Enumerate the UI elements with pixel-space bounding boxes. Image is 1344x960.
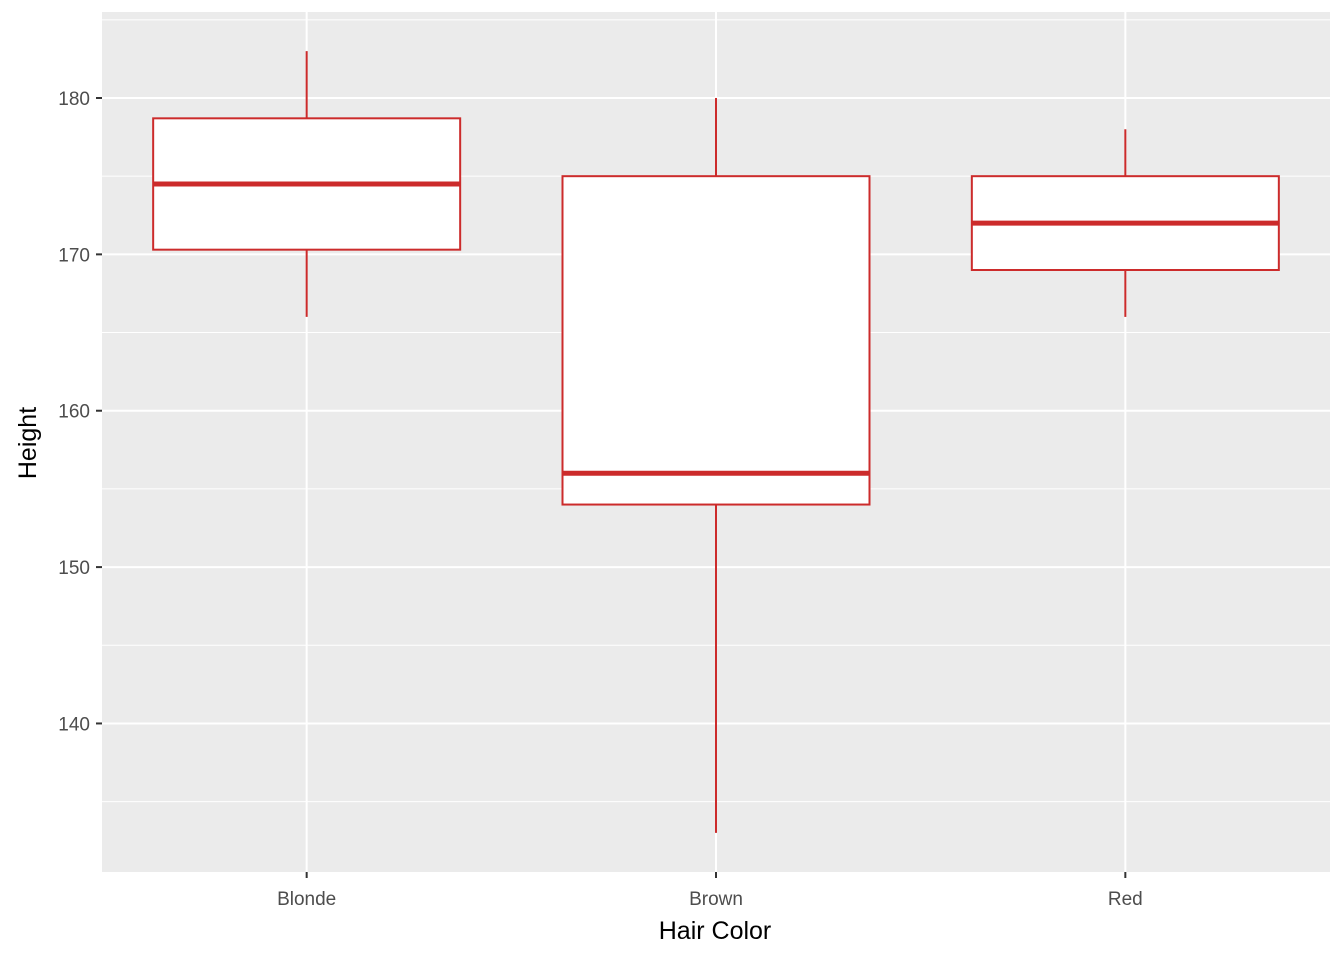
box-red	[970, 129, 1280, 317]
y-tick-label: 170	[58, 245, 90, 266]
box-blonde	[152, 51, 462, 317]
axis-ticks	[96, 97, 1127, 878]
x-tick-label: Blonde	[277, 889, 336, 910]
box-series	[152, 51, 1280, 833]
y-tick-label: 140	[58, 714, 90, 735]
y-tick-label: 160	[58, 402, 90, 423]
box-iqr	[561, 175, 871, 506]
y-axis-tick-labels: 140 150 160 170 180	[58, 89, 90, 735]
x-tick-label: Red	[1108, 889, 1143, 910]
y-axis-title: Height	[14, 407, 42, 479]
x-axis-tick-labels: Blonde Brown Red	[277, 889, 1143, 910]
y-tick-label: 150	[58, 558, 90, 579]
x-tick-label: Brown	[689, 889, 743, 910]
box-brown	[561, 98, 871, 833]
x-axis-title: Hair Color	[659, 917, 772, 945]
y-tick-label: 180	[58, 89, 90, 110]
